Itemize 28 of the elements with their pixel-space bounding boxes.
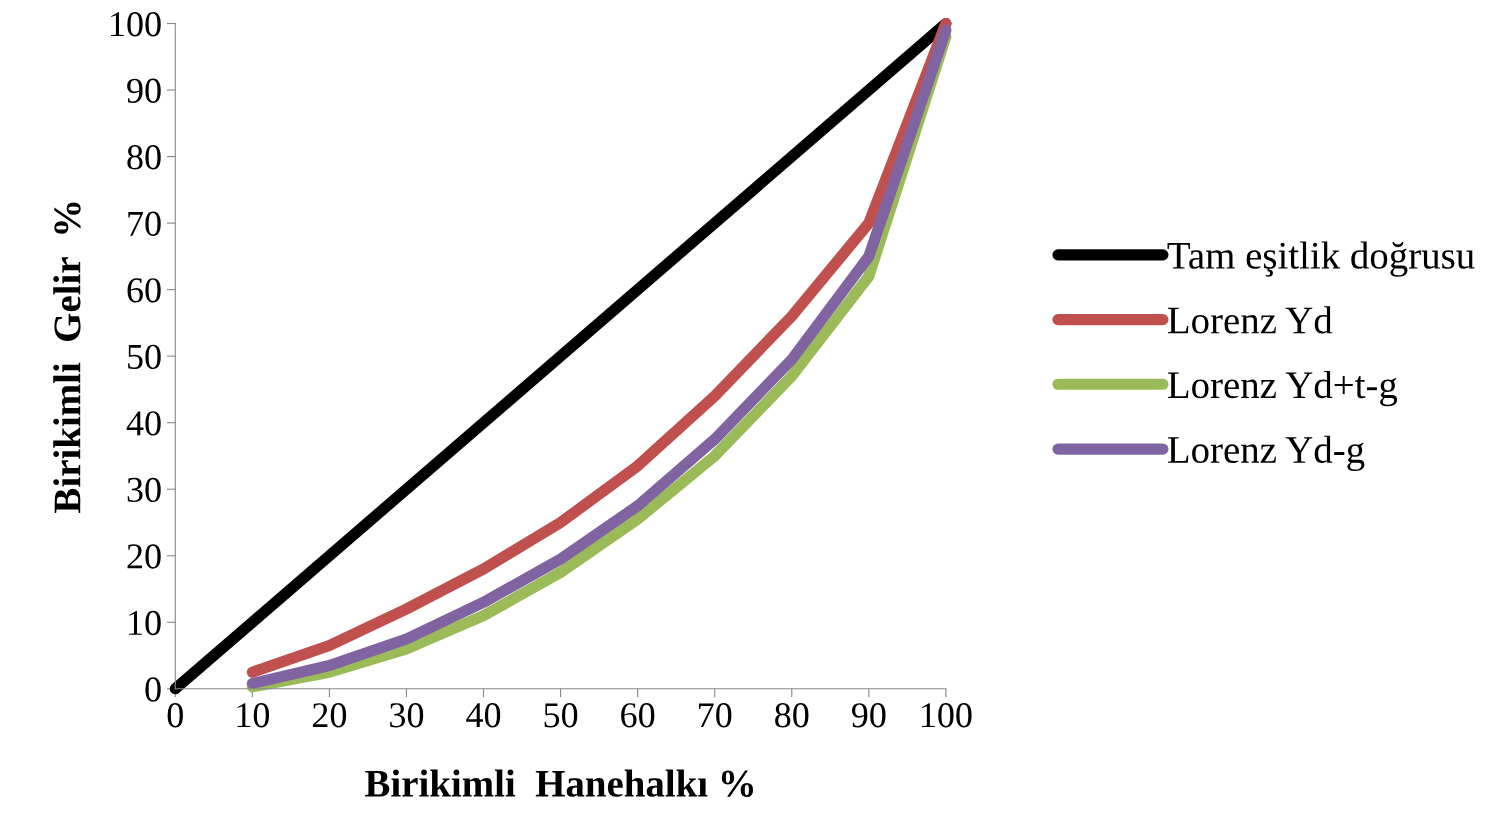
y-tick-label: 30 <box>127 477 161 503</box>
x-tick-label: 0 <box>167 703 183 728</box>
x-tick-label: 40 <box>466 703 501 728</box>
x-tick-label: 10 <box>237 703 270 728</box>
x-tick-label: 50 <box>544 703 578 728</box>
x-tick-label: 90 <box>851 703 886 728</box>
legend-label: Lorenz Yd+t-g <box>1167 370 1398 407</box>
x-tick-label: 30 <box>390 703 424 728</box>
y-tick-label: 50 <box>128 344 161 370</box>
x-tick-label: 60 <box>621 703 655 728</box>
legend-label: Lorenz Yd <box>1167 306 1333 334</box>
x-tick-label: 70 <box>699 703 732 728</box>
y-axis-title: Birikimli Gelir % <box>53 202 81 513</box>
y-tick-label: 10 <box>129 610 161 636</box>
y-tick-label: 100 <box>111 12 161 37</box>
y-tick-label: 90 <box>127 78 161 103</box>
legend-label: Lorenz Yd-g <box>1167 435 1365 472</box>
x-tick-label: 80 <box>775 703 809 728</box>
x-tick-label: 20 <box>312 703 347 728</box>
y-tick-label: 60 <box>127 278 161 303</box>
y-tick-label: 70 <box>128 211 161 236</box>
legend-label: Tam eşitlik doğrusu <box>1167 241 1475 277</box>
y-tick-label: 40 <box>126 411 161 436</box>
y-tick-label: 20 <box>127 544 161 569</box>
x-axis-title: Birikimli Hanehalkı % <box>365 769 754 797</box>
y-tick-label: 80 <box>127 145 161 170</box>
y-tick-label: 0 <box>145 677 161 702</box>
x-tick-label: 100 <box>921 703 972 728</box>
